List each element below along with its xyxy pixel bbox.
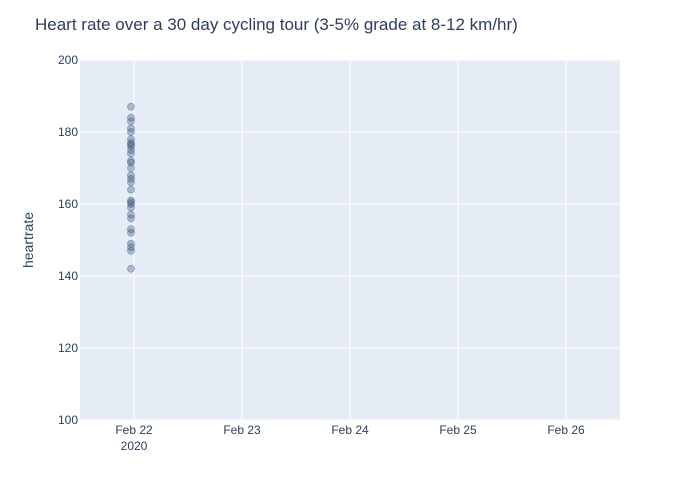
data-point	[127, 196, 135, 205]
y-axis-ticks: 100 120 140 160 180 200	[58, 53, 78, 427]
data-point	[127, 128, 135, 136]
data-point	[127, 174, 135, 183]
x-tick-label: Feb 25	[439, 423, 477, 437]
data-point	[127, 156, 135, 165]
data-point	[127, 164, 135, 172]
data-point	[127, 146, 135, 154]
data-point	[127, 185, 135, 194]
x-tick-year-label: 2020	[121, 439, 148, 453]
data-point	[127, 149, 135, 158]
grid-lines	[80, 59, 620, 421]
data-point	[127, 225, 135, 234]
chart-title: Heart rate over a 30 day cycling tour (3…	[35, 15, 518, 34]
data-point	[127, 243, 135, 252]
x-tick-label: Feb 22	[115, 423, 153, 437]
data-point	[127, 239, 135, 248]
y-tick-label: 180	[58, 125, 78, 139]
x-tick-label: Feb 26	[547, 423, 585, 437]
data-point	[127, 135, 135, 144]
x-axis-ticks: Feb 22 2020 Feb 23 Feb 24 Feb 25 Feb 26	[115, 423, 585, 453]
data-point	[127, 142, 135, 151]
y-tick-label: 140	[58, 269, 78, 283]
data-point	[127, 158, 135, 167]
data-point	[127, 214, 135, 223]
data-point	[127, 228, 135, 237]
data-point	[127, 178, 135, 187]
data-point	[127, 210, 135, 219]
data-point	[127, 138, 135, 147]
data-point	[127, 246, 135, 255]
data-point	[127, 198, 135, 207]
data-point	[127, 140, 135, 149]
y-axis-title: heartrate	[20, 212, 36, 268]
x-tick-label: Feb 24	[331, 423, 369, 437]
data-point	[127, 117, 135, 126]
x-tick-label: Feb 23	[223, 423, 261, 437]
data-point	[127, 113, 135, 122]
y-tick-label: 160	[58, 197, 78, 211]
data-point	[127, 171, 135, 180]
data-point	[127, 264, 135, 273]
data-point	[127, 200, 135, 208]
data-point	[127, 124, 135, 133]
data-point	[127, 102, 135, 111]
data-point	[127, 203, 135, 212]
y-tick-label: 120	[58, 341, 78, 355]
y-tick-label: 200	[58, 53, 78, 67]
data-points	[127, 102, 135, 273]
y-tick-label: 100	[58, 413, 78, 427]
